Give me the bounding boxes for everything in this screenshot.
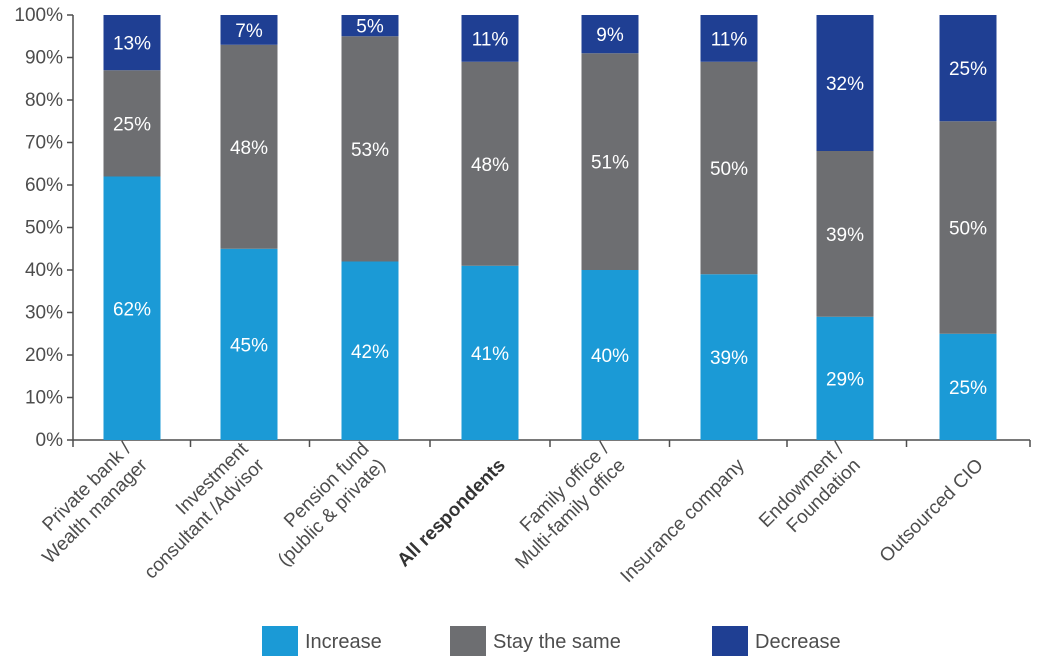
data-label: 45% bbox=[230, 335, 268, 356]
y-tick-label: 50% bbox=[25, 218, 63, 239]
data-label: 53% bbox=[351, 140, 389, 161]
category-labels: Private bank /Wealth manager Investmentco… bbox=[39, 438, 988, 587]
category-label: Outsourced CIO bbox=[876, 455, 988, 567]
legend-swatch-stay-the-same bbox=[450, 626, 486, 656]
bars bbox=[103, 15, 997, 440]
category-label-group: Private bank /Wealth manager bbox=[39, 438, 153, 568]
axes: 0% 10% 20% 30% 40% 50% 60% 70% 80% 90% 100% bbox=[14, 5, 1031, 451]
data-label: 40% bbox=[591, 346, 629, 367]
y-tick-label: 40% bbox=[25, 260, 63, 281]
data-label: 39% bbox=[826, 225, 864, 246]
y-tick-label: 60% bbox=[25, 175, 63, 196]
bar-segment-increase bbox=[341, 261, 399, 440]
data-label: 48% bbox=[471, 155, 509, 176]
legend-swatch-increase bbox=[262, 626, 298, 656]
bar-segment-decrease bbox=[103, 15, 161, 71]
data-label: 25% bbox=[949, 59, 987, 80]
bar-segment-stay-the-same bbox=[461, 61, 519, 266]
legend-swatch-decrease bbox=[712, 626, 748, 656]
bar-segment-decrease bbox=[581, 15, 639, 54]
bar-segment-increase bbox=[220, 248, 278, 440]
bar-segment-stay-the-same bbox=[939, 121, 997, 334]
data-label: 11% bbox=[711, 29, 748, 50]
data-labels: 62% 25% 13% 45% 48% 7% 42% 53% 5% 41% 48% 11% 40% 51%… bbox=[113, 17, 987, 399]
y-tick-label: 30% bbox=[25, 303, 63, 324]
bar-segment-increase bbox=[461, 265, 519, 440]
bar-segment-decrease bbox=[816, 15, 874, 151]
data-label: 9% bbox=[596, 25, 624, 46]
data-label: 51% bbox=[591, 153, 629, 174]
data-label: 62% bbox=[113, 299, 151, 320]
bar-segment-decrease bbox=[700, 15, 758, 62]
category-label-group: Insurance company bbox=[617, 455, 749, 587]
legend-label: Increase bbox=[305, 631, 382, 653]
y-tick-label: 70% bbox=[25, 133, 63, 154]
data-label: 39% bbox=[710, 348, 748, 369]
bar-segment-decrease bbox=[341, 15, 399, 37]
data-label: 50% bbox=[949, 219, 987, 240]
data-label: 25% bbox=[949, 378, 987, 399]
bar-segment-increase bbox=[103, 176, 161, 440]
data-label: 13% bbox=[113, 34, 151, 55]
bar-segment-stay-the-same bbox=[581, 53, 639, 270]
data-label: 25% bbox=[113, 114, 151, 135]
category-label-group: Pension fund(public & private) bbox=[274, 439, 390, 571]
category-label-group: All respondents bbox=[393, 455, 509, 571]
y-tick-label: 100% bbox=[14, 5, 63, 26]
y-tick-label: 90% bbox=[25, 48, 63, 69]
category-label-group: Endowment /Foundation bbox=[755, 438, 865, 537]
category-label: Insurance company bbox=[617, 455, 749, 587]
category-label: All respondents bbox=[393, 455, 509, 571]
bar-segment-increase bbox=[700, 274, 758, 440]
bar-segment-decrease bbox=[939, 15, 997, 122]
legend-label: Stay the same bbox=[493, 631, 621, 653]
bar-segment-stay-the-same bbox=[700, 61, 758, 275]
data-label: 50% bbox=[710, 159, 748, 180]
bar-segment-increase bbox=[939, 333, 997, 440]
bar-segment-stay-the-same bbox=[103, 70, 161, 177]
data-label: 41% bbox=[471, 344, 509, 365]
bar-segment-increase bbox=[816, 316, 874, 440]
data-label: 29% bbox=[826, 369, 864, 390]
data-label: 42% bbox=[351, 342, 389, 363]
y-tick-label: 10% bbox=[25, 388, 63, 409]
y-tick-label: 20% bbox=[25, 345, 63, 366]
bar-segment-increase bbox=[581, 270, 639, 440]
bar-segment-decrease bbox=[220, 15, 278, 45]
data-label: 5% bbox=[356, 17, 384, 38]
data-label: 11% bbox=[472, 29, 509, 50]
category-label-group: Family office /Multi-family office bbox=[511, 438, 629, 573]
y-tick-label: 0% bbox=[36, 430, 64, 451]
bar-segment-decrease bbox=[461, 15, 519, 62]
legend: Increase Stay the same Decrease bbox=[262, 626, 841, 656]
y-tick-label: 80% bbox=[25, 90, 63, 111]
bar-segment-stay-the-same bbox=[341, 36, 399, 262]
category-label-group: Outsourced CIO bbox=[876, 455, 988, 567]
legend-label: Decrease bbox=[755, 631, 841, 653]
bar-segment-stay-the-same bbox=[220, 44, 278, 249]
data-label: 48% bbox=[230, 138, 268, 159]
data-label: 7% bbox=[235, 21, 263, 42]
data-label: 32% bbox=[826, 74, 864, 95]
bar-segment-stay-the-same bbox=[816, 151, 874, 317]
